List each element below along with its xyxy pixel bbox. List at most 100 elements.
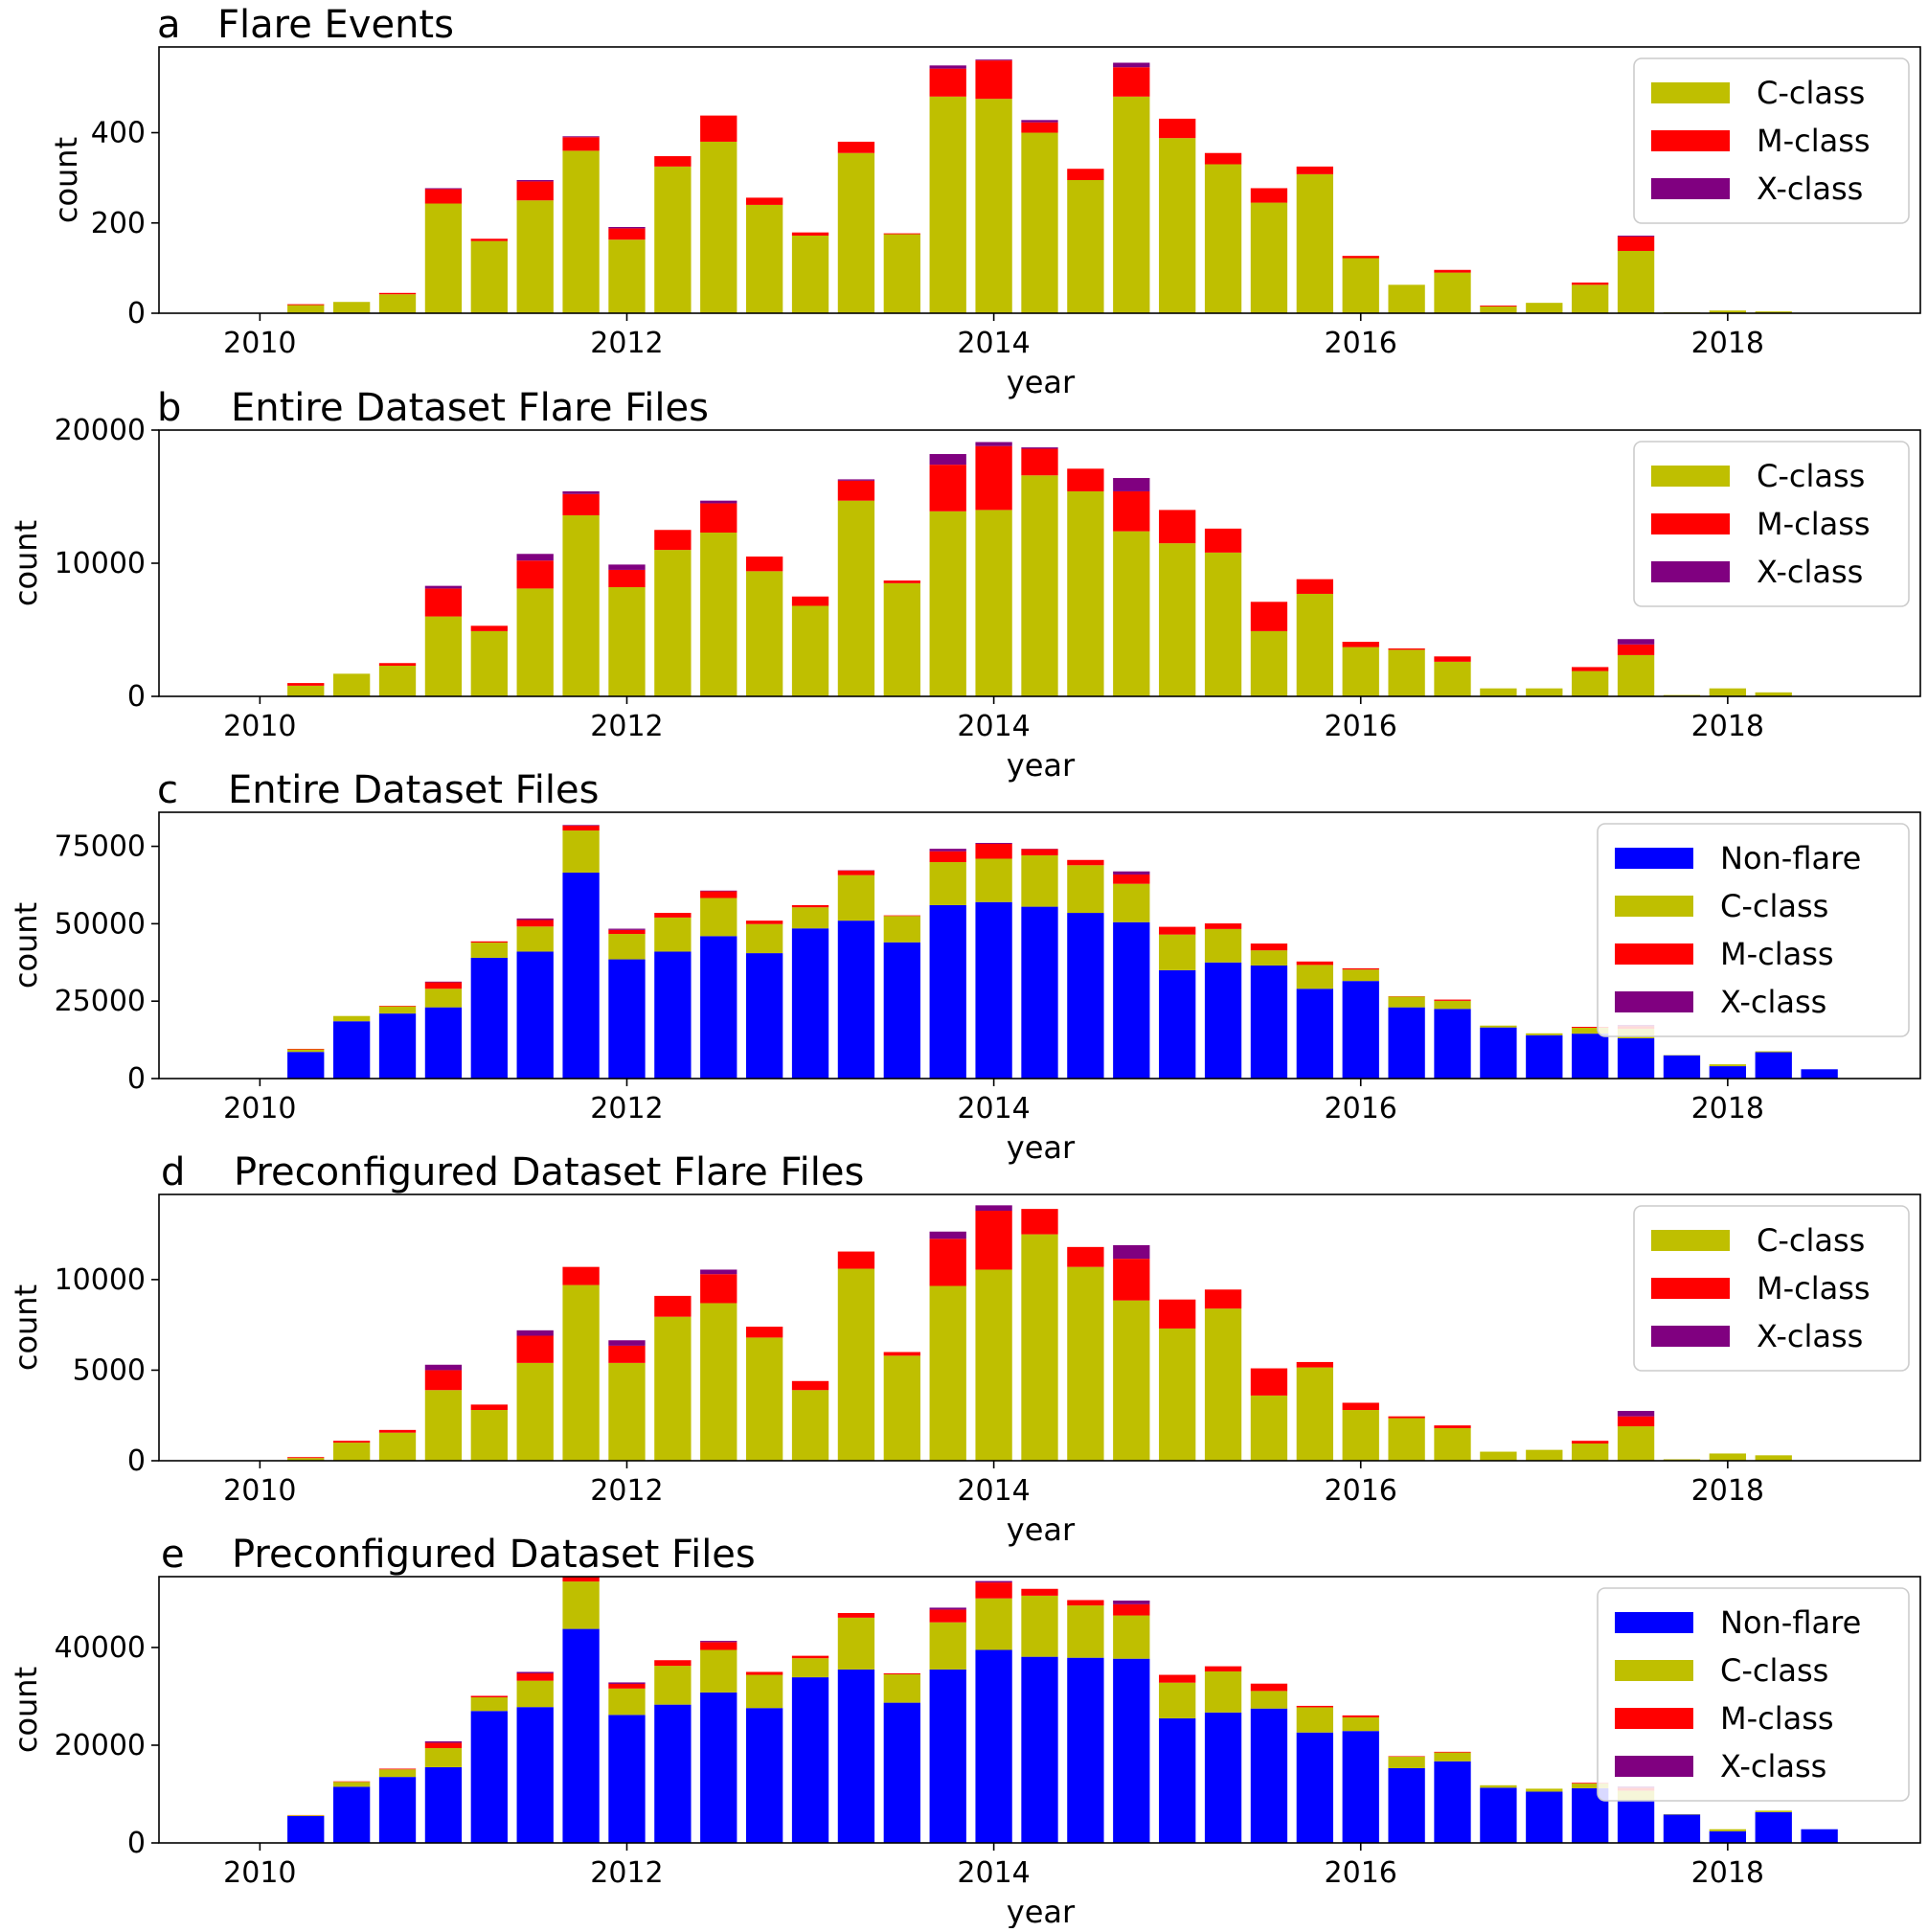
bar-m-class-14 xyxy=(930,1609,966,1622)
bar-c-class-7 xyxy=(608,934,645,960)
bar-c-class-21 xyxy=(1251,1691,1287,1708)
bar-c-class-22 xyxy=(1297,594,1333,696)
bar-m-class-2 xyxy=(379,1006,416,1007)
bar-non-flare-13 xyxy=(884,943,920,1079)
bar-c-class-10 xyxy=(746,1337,783,1461)
bar-m-class-20 xyxy=(1205,529,1241,553)
x-tick-label-2012: 2012 xyxy=(590,1856,663,1890)
bar-c-class-28 xyxy=(1572,671,1608,696)
bar-x-class-15 xyxy=(975,1581,1011,1583)
bar-c-class-24 xyxy=(1388,996,1424,1007)
bar-non-flare-15 xyxy=(975,1650,1011,1843)
legend-swatch-m-class xyxy=(1651,513,1730,534)
bar-non-flare-27 xyxy=(1526,1035,1562,1079)
bar-non-flare-16 xyxy=(1021,1657,1057,1843)
legend-swatch-c-class xyxy=(1651,82,1730,103)
bar-m-class-21 xyxy=(1251,188,1287,202)
bar-non-flare-21 xyxy=(1251,966,1287,1079)
bar-c-class-25 xyxy=(1434,662,1470,696)
bar-c-class-4 xyxy=(471,1697,508,1711)
bar-m-class-10 xyxy=(746,921,783,924)
bar-m-class-24 xyxy=(1388,1756,1424,1757)
bar-m-class-13 xyxy=(884,1352,920,1356)
bar-c-class-14 xyxy=(930,511,966,696)
bar-c-class-20 xyxy=(1205,1671,1241,1713)
bar-c-class-21 xyxy=(1251,1396,1287,1461)
bar-c-class-29 xyxy=(1618,655,1654,696)
bar-c-class-21 xyxy=(1251,631,1287,696)
bar-x-class-9 xyxy=(700,501,737,504)
bar-non-flare-19 xyxy=(1159,970,1195,1079)
bar-non-flare-33 xyxy=(1801,1830,1837,1843)
bar-m-class-6 xyxy=(562,137,599,150)
bar-m-class-22 xyxy=(1297,580,1333,594)
bar-c-class-7 xyxy=(608,587,645,696)
bar-x-class-12 xyxy=(838,479,874,480)
bar-m-class-4 xyxy=(471,239,508,240)
bar-m-class-13 xyxy=(884,916,920,917)
bar-non-flare-20 xyxy=(1205,1713,1241,1843)
bar-non-flare-24 xyxy=(1388,1008,1424,1079)
panel-title: Entire Dataset Files xyxy=(228,768,599,812)
bar-m-class-23 xyxy=(1343,968,1379,969)
bar-non-flare-26 xyxy=(1480,1028,1516,1079)
bar-x-class-14 xyxy=(930,1232,966,1239)
legend-swatch-x-class xyxy=(1651,178,1730,199)
bar-m-class-21 xyxy=(1251,943,1287,950)
bar-c-class-20 xyxy=(1205,553,1241,696)
y-tick-label-50000: 50000 xyxy=(55,907,146,941)
legend-label: C-class xyxy=(1757,458,1865,494)
bar-non-flare-4 xyxy=(471,958,508,1079)
bar-c-class-17 xyxy=(1067,1267,1103,1461)
bar-m-class-18 xyxy=(1113,1259,1149,1301)
bar-c-class-28 xyxy=(1572,1443,1608,1461)
legend-label: Non-flare xyxy=(1720,840,1861,876)
bar-non-flare-0 xyxy=(287,1816,324,1843)
bar-m-class-17 xyxy=(1067,1247,1103,1267)
bar-m-class-21 xyxy=(1251,1369,1287,1396)
bar-c-class-23 xyxy=(1343,648,1379,696)
bar-m-class-15 xyxy=(975,1582,1011,1599)
bar-c-class-27 xyxy=(1526,1788,1562,1791)
bar-c-class-4 xyxy=(471,1410,508,1461)
y-tick-label-20000: 20000 xyxy=(55,414,146,447)
bar-x-class-9 xyxy=(700,1269,737,1274)
x-tick-label-2018: 2018 xyxy=(1691,1474,1764,1508)
bar-m-class-13 xyxy=(884,580,920,583)
bar-c-class-6 xyxy=(562,1285,599,1461)
bar-m-class-25 xyxy=(1434,1752,1470,1753)
x-axis-label: year xyxy=(1007,364,1076,400)
x-tick-label-2010: 2010 xyxy=(223,710,296,743)
legend-swatch-m-class xyxy=(1651,130,1730,151)
bar-c-class-5 xyxy=(517,200,554,313)
x-tick-label-2016: 2016 xyxy=(1325,1092,1397,1125)
bar-non-flare-2 xyxy=(379,1013,416,1079)
x-tick-label-2018: 2018 xyxy=(1691,710,1764,743)
bar-m-class-4 xyxy=(471,625,508,631)
bar-m-class-19 xyxy=(1159,510,1195,543)
bar-x-class-14 xyxy=(930,849,966,852)
bar-m-class-1 xyxy=(333,1782,370,1783)
bar-x-class-29 xyxy=(1618,1411,1654,1417)
bar-m-class-29 xyxy=(1618,1417,1654,1426)
bar-m-class-9 xyxy=(700,1642,737,1649)
legend-label: X-class xyxy=(1720,984,1826,1020)
bar-c-class-25 xyxy=(1434,273,1470,313)
y-tick-label-10000: 10000 xyxy=(55,1263,146,1297)
bar-m-class-0 xyxy=(287,1457,324,1458)
bar-x-class-5 xyxy=(517,180,554,181)
bar-non-flare-25 xyxy=(1434,1009,1470,1079)
bar-c-class-15 xyxy=(975,858,1011,901)
bar-c-class-16 xyxy=(1021,133,1057,313)
bar-c-class-22 xyxy=(1297,1368,1333,1461)
bar-x-class-18 xyxy=(1113,62,1149,67)
bar-m-class-11 xyxy=(792,1381,828,1390)
bar-x-class-6 xyxy=(562,825,599,826)
bar-c-class-16 xyxy=(1021,475,1057,696)
bar-non-flare-3 xyxy=(425,1767,462,1843)
bar-non-flare-10 xyxy=(746,953,783,1079)
bar-m-class-3 xyxy=(425,982,462,989)
